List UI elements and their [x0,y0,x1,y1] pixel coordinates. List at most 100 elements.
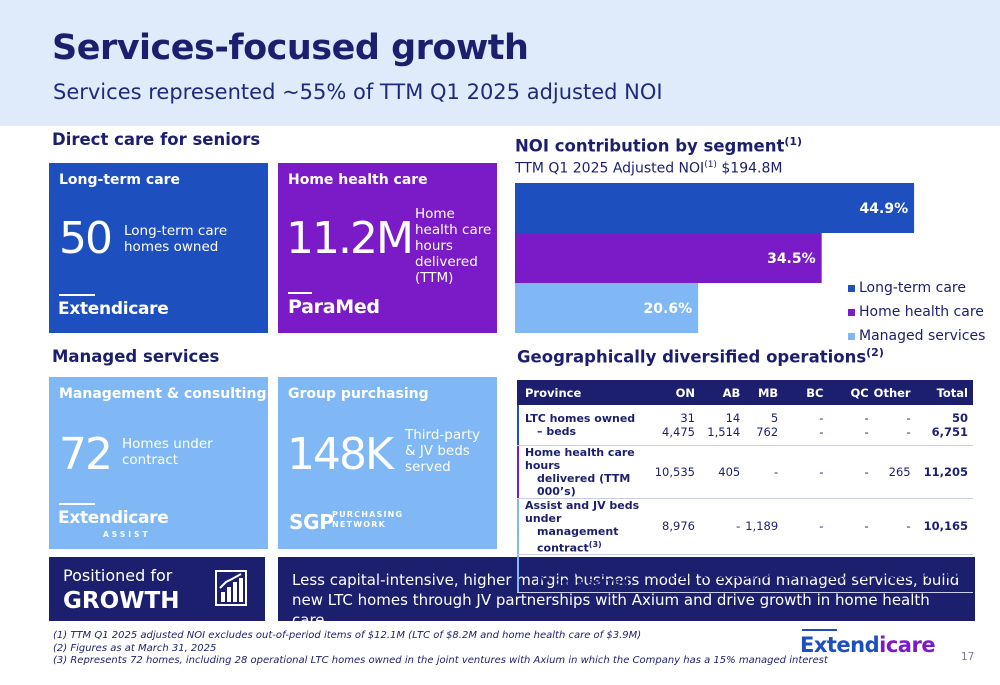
geo-cell: - [828,498,874,556]
legend-item: Long-term care [848,276,985,300]
bar-value-label: 20.6% [644,301,693,317]
gp-value: 148K [287,429,394,480]
geo-cell: 265 [873,445,916,499]
geo-cell: 10,535 [654,445,700,499]
table-row: SGP 3rd party & JV beds served 57,129 19,39… [517,554,973,594]
bar-managed-services [515,283,699,333]
footnote: (3) Represents 72 homes, including 28 op… [53,655,828,666]
legend-label: Managed services [859,328,986,344]
geo-cell: 8,976 [654,498,700,556]
geo-cell: - [699,498,746,556]
geo-cell: - [828,445,874,499]
paramed-logo-bar [288,292,312,294]
paramed-logo: ParaMed [288,296,380,318]
bar-value-label: 44.9% [860,201,909,217]
ltc-card-title: Long-term care [59,172,181,188]
footer-extendicare-logo: Extendicare [800,633,936,657]
extendicare-assist-logo-bar [59,503,95,505]
chart-legend: Long-term care Home health care Managed se… [848,276,985,348]
growth-line1: Positioned for [63,566,173,585]
geo-cell: 57,129 [654,554,700,594]
gp-card: Group purchasing 148K Third-party & JV b… [278,377,497,549]
geo-cell: 11,205 [915,445,973,499]
geo-cell: 10,165 [915,498,973,556]
geo-cell: 405 [699,445,746,499]
gp-desc: Third-party & JV beds served [405,427,480,475]
extendicare-logo-bar [59,294,95,296]
mc-value: 72 [59,429,113,480]
geo-row-label: Home health care hours delivered (TTM 000… [517,445,655,499]
geo-cell: -- [828,405,874,446]
footnote: (1) TTM Q1 2025 adjusted NOI excludes ou… [53,630,642,641]
geo-row-label: SGP 3rd party & JV beds served [517,554,655,594]
bar-chart-growth-icon [215,570,247,606]
geo-table-header: Province ON AB MB BC QC Other Total [517,380,973,405]
legend-swatch [848,332,855,340]
geo-table: Province ON AB MB BC QC Other Total LTC homes o… [517,380,973,594]
legend-swatch [848,308,855,316]
legend-swatch [848,284,855,292]
legend-label: Home health care [859,304,984,320]
geo-heading: Geographically diversified operations(2) [517,346,884,367]
ltc-value: 50 [59,213,113,264]
geo-cell: 2,351 [745,554,784,594]
extendicare-logo: Extendicare [58,299,169,319]
geo-cell: - [783,498,829,556]
geo-cell: 14 1,514 [699,405,746,446]
managed-services-heading: Managed services [52,347,220,366]
sgp-logo: SGP [289,510,334,534]
hhc-desc: Home health care hours delivered (TTM) [415,206,492,286]
noi-bar-chart: 44.9% 34.5% 20.6% [515,183,915,333]
geo-col-header: QC [828,380,874,405]
table-row: Assist and JV beds under management contr… [517,498,973,556]
direct-care-heading: Direct care for seniors [52,130,261,149]
footnotes: (1) TTM Q1 2025 adjusted NOI excludes ou… [53,630,828,668]
geo-col-header: ON [654,380,700,405]
bar-home-health-care [515,233,822,283]
bar-long-term-care [515,183,915,233]
mc-card: Management & consulting 72 Homes under c… [49,377,268,549]
geo-cell: 5,580 [873,554,916,594]
footnote: (2) Figures as at March 31, 2025 [53,642,217,654]
assist-logo-sub: ASSIST [103,530,151,539]
mc-card-title: Management & consulting [59,386,267,402]
page-number: 17 [961,651,975,663]
ltc-card: Long-term care 50 Long-term care homes o… [49,163,268,333]
footer-logo-bar [802,629,837,631]
geo-cell: 29,953 [783,554,829,594]
geo-cell: 5 762 [745,405,784,446]
mc-desc: Homes under contract [122,436,213,468]
table-row: LTC homes owned – beds 31 4,475 14 1,514 5 762-… [517,405,973,446]
hhc-value: 11.2M [286,213,414,264]
geo-col-header: Province [517,380,655,405]
gp-card-title: Group purchasing [288,386,429,402]
table-row: Home health care hours delivered (TTM 000… [517,445,973,499]
geo-col-header: AB [699,380,746,405]
hhc-card-title: Home health care [288,172,428,188]
noi-subtitle: TTM Q1 2025 Adjusted NOI(1) $194.8M [515,160,783,177]
extendicare-assist-logo: Extendicare [58,508,169,528]
growth-line2: GROWTH [63,588,180,614]
hhc-card: Home health care 11.2M Home health care … [278,163,497,333]
geo-cell: 19,391 [699,554,746,594]
geo-cell: -- [873,405,916,446]
geo-cell: -- [783,405,829,446]
geo-cell: 33,805 [828,554,874,594]
geo-col-header: BC [783,380,829,405]
legend-item: Managed services [848,324,985,348]
growth-box: Positioned for GROWTH [49,557,265,621]
geo-col-header: Total [915,380,973,405]
sgp-logo-sub: PURCHASING NETWORK [332,510,404,529]
geo-row-label: Assist and JV beds under management contr… [517,498,655,556]
header-band [0,0,1000,126]
geo-cell: 50 6,751 [915,405,973,446]
legend-item: Home health care [848,300,985,324]
legend-label: Long-term care [859,280,966,296]
noi-heading: NOI contribution by segment(1) [515,135,803,156]
geo-cell: 1,189 [745,498,784,556]
bar-value-label: 34.5% [767,251,816,267]
geo-cell: 31 4,475 [654,405,700,446]
geo-cell: - [745,445,784,499]
geo-col-header: Other [873,380,916,405]
geo-col-header: MB [745,380,784,405]
